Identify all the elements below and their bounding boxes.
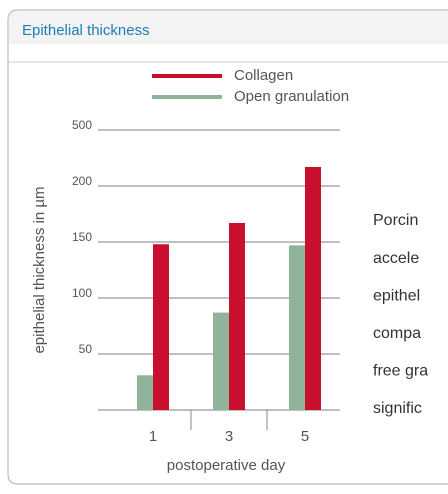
bar xyxy=(213,312,229,410)
card-border xyxy=(7,9,448,485)
y-tick-label: 100 xyxy=(72,286,92,300)
bar xyxy=(229,222,245,410)
x-tick-label: 1 xyxy=(149,428,157,445)
x-tick-label: 3 xyxy=(225,428,233,445)
y-tick-label: 200 xyxy=(72,174,92,188)
card-header xyxy=(8,10,448,44)
side-text-line: compa xyxy=(373,325,421,342)
side-text-line: epithel xyxy=(373,287,420,304)
side-text-line: accele xyxy=(373,250,419,267)
y-tick-label: 500 xyxy=(72,118,92,132)
bar xyxy=(137,375,153,410)
x-tick-label: 5 xyxy=(301,428,309,445)
side-text-line: free gra xyxy=(373,363,428,380)
legend-label: Open granulation xyxy=(234,88,349,105)
side-text-line: Porcin xyxy=(373,212,418,229)
y-tick-label: 150 xyxy=(72,230,92,244)
legend-label: Collagen xyxy=(234,67,293,84)
y-axis-label: epithelial thickness in µm xyxy=(31,186,48,353)
bar xyxy=(289,245,305,410)
bar xyxy=(153,244,169,410)
side-text-line: signific xyxy=(373,400,422,417)
bar xyxy=(305,166,321,410)
header-title: Epithelial thickness xyxy=(22,22,150,39)
y-tick-label: 50 xyxy=(79,342,93,356)
x-axis-label: postoperative day xyxy=(167,457,286,474)
